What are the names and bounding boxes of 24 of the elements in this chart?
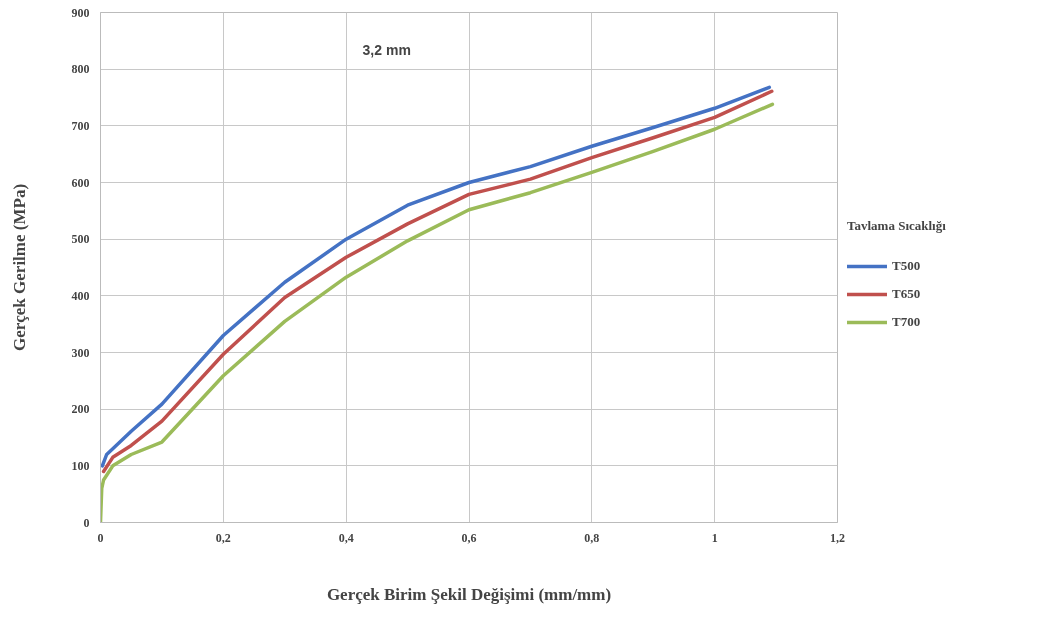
- x-axis-title: Gerçek Birim Şekil Değişimi (mm/mm): [326, 584, 612, 604]
- legend-label: T700: [892, 314, 921, 330]
- x-tick-label: 0,8: [584, 530, 600, 545]
- legend-label: T500: [892, 258, 921, 274]
- x-tick-label: 0,4: [338, 530, 354, 545]
- y-tick-label: 0: [83, 515, 90, 530]
- x-tick-label: 0,6: [461, 530, 477, 545]
- y-tick-label: 900: [71, 5, 90, 20]
- y-tick-label: 700: [71, 118, 90, 133]
- y-tick-label: 800: [71, 62, 90, 77]
- x-tick-label: 0,2: [215, 530, 231, 545]
- y-tick-label: 600: [71, 175, 90, 190]
- annotation: 3,2 mm: [362, 41, 411, 58]
- y-tick-label: 100: [71, 458, 90, 473]
- legend-label: T650: [892, 286, 921, 302]
- y-tick-label: 500: [71, 232, 90, 247]
- y-tick-label: 400: [71, 288, 90, 303]
- legend-title: Tavlama Sıcaklığı: [847, 218, 946, 234]
- x-tick-label: 0: [97, 530, 104, 545]
- x-tick-label: 1,2: [830, 530, 845, 545]
- y-axis-title: Gerçek Gerilme (MPa): [9, 183, 29, 352]
- y-tick-label: 200: [71, 402, 90, 417]
- y-tick-label: 300: [71, 345, 90, 360]
- x-tick-label: 1: [711, 530, 718, 545]
